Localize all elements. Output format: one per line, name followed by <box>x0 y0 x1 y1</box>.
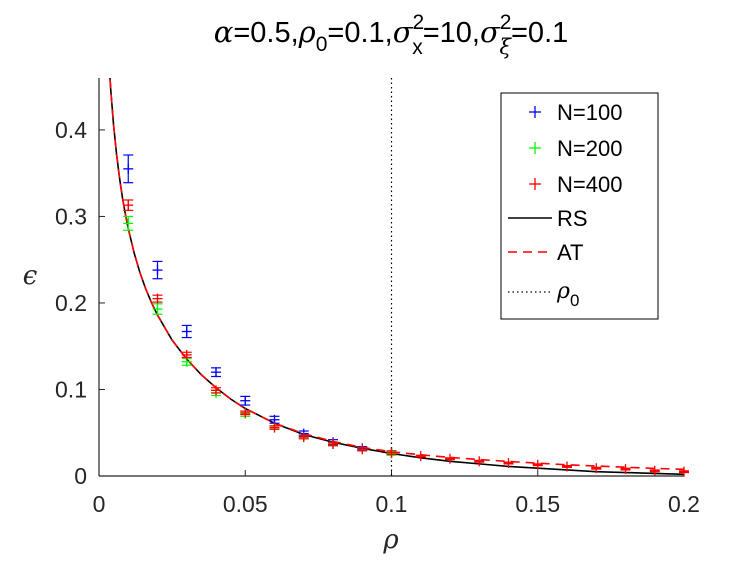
x-tick-label: 0.2 <box>668 491 700 517</box>
data-point-n100 <box>211 367 221 378</box>
chart-title: α=0.5,ρ0=0.1,σ2 x=10,σ2 ξ=0.1 <box>214 11 569 59</box>
legend-label-at: AT <box>557 240 583 265</box>
legend-label-n100: N=100 <box>557 100 622 125</box>
y-tick-label: 0.4 <box>55 117 87 143</box>
data-point-n400 <box>240 407 251 418</box>
data-point-n400 <box>357 444 368 455</box>
axis-tick-labels: 0 0.05 0.1 0.15 0.2 0 0.1 0.2 0.3 0.4 <box>55 117 700 517</box>
x-tick-label: 0 <box>93 491 106 517</box>
data-point-n400 <box>123 199 134 211</box>
data-point-n200 <box>123 215 134 231</box>
data-point-n400 <box>415 451 426 462</box>
y-tick-label: 0.2 <box>55 290 87 316</box>
data-point-n400 <box>591 463 602 474</box>
legend: N=100 N=200 N=400 RS AT ρ0 <box>500 92 659 320</box>
data-point-n400 <box>649 465 660 476</box>
data-point-n400 <box>562 461 572 472</box>
data-point-n400 <box>211 385 221 396</box>
y-tick-label: 0.3 <box>55 203 87 229</box>
data-point-n100 <box>181 324 192 339</box>
x-tick-label: 0.15 <box>515 491 560 517</box>
data-point-n400 <box>181 349 192 360</box>
y-tick-label: 0 <box>74 463 87 489</box>
x-axis-label: ρ <box>382 525 399 555</box>
data-point-n400 <box>269 422 280 433</box>
legend-box <box>500 92 659 320</box>
legend-label-n400: N=400 <box>557 172 622 197</box>
data-markers <box>123 154 689 477</box>
legend-label-rs: RS <box>557 206 588 231</box>
x-tick-label: 0.05 <box>223 491 268 517</box>
data-point-n200 <box>152 303 163 315</box>
data-point-n400 <box>474 456 485 467</box>
data-point-n400 <box>386 447 397 458</box>
data-point-n100 <box>152 260 163 280</box>
data-point-n400 <box>298 432 309 443</box>
data-point-n400 <box>679 466 689 477</box>
y-axis-label: ϵ <box>23 261 38 291</box>
data-point-n400 <box>328 438 338 449</box>
y-tick-label: 0.1 <box>55 376 87 402</box>
data-point-n400 <box>152 293 163 304</box>
data-point-n400 <box>503 458 514 469</box>
data-point-n400 <box>532 459 543 470</box>
legend-label-rho0: ρ0 <box>556 279 579 310</box>
data-point-n100 <box>240 395 251 406</box>
data-point-n100 <box>123 154 134 184</box>
data-point-n400 <box>620 464 631 475</box>
legend-label-n200: N=200 <box>557 136 622 161</box>
data-point-n400 <box>445 453 455 464</box>
x-tick-label: 0.1 <box>376 491 408 517</box>
